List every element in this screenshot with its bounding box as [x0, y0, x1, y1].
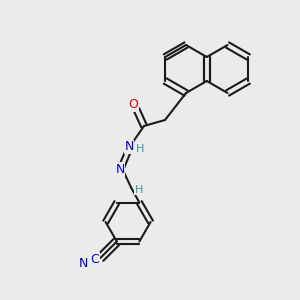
Text: H: H — [136, 144, 144, 154]
Text: N: N — [115, 163, 125, 176]
Text: O: O — [129, 98, 138, 112]
Text: H: H — [134, 185, 143, 195]
Text: C: C — [91, 253, 99, 266]
Text: N: N — [124, 140, 134, 154]
Text: N: N — [79, 257, 88, 270]
